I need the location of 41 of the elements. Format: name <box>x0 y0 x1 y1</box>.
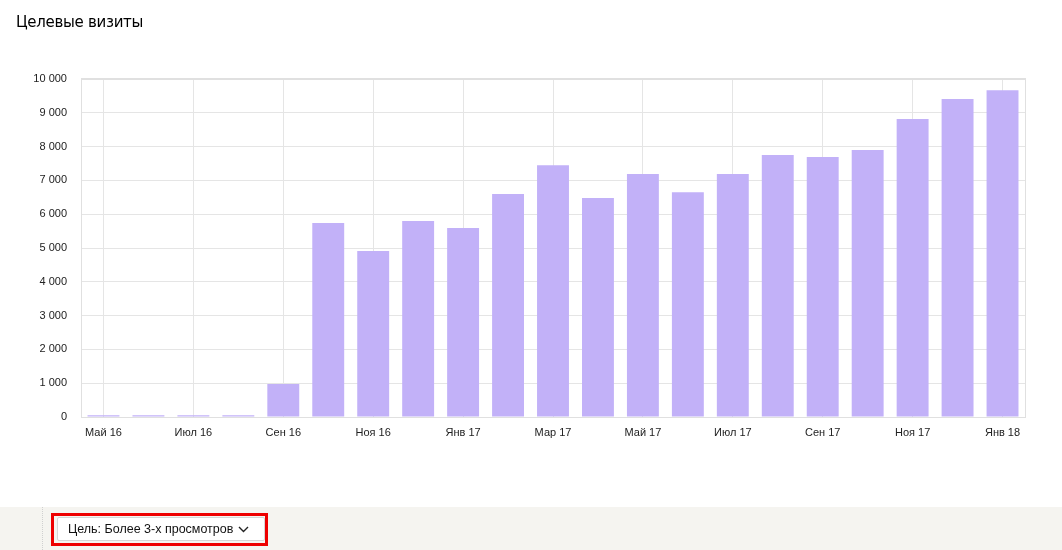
bar <box>851 149 884 417</box>
y-tick-label: 3 000 <box>39 308 67 321</box>
y-tick-label: 4 000 <box>39 274 67 287</box>
y-tick-label: 9 000 <box>39 105 67 118</box>
bar <box>357 251 390 417</box>
bar <box>267 383 300 417</box>
bar <box>402 220 435 417</box>
bar <box>447 228 480 417</box>
bar <box>896 118 929 417</box>
x-tick-label: Янв 18 <box>984 425 1021 438</box>
bar <box>626 173 659 417</box>
x-tick-label: Ноя 17 <box>894 425 931 438</box>
y-tick-label: 1 000 <box>39 376 67 389</box>
y-tick-label: 10 000 <box>33 72 67 85</box>
x-tick-label: Июл 16 <box>174 425 213 438</box>
bar <box>581 197 614 417</box>
x-tick-label: Сен 17 <box>805 425 841 438</box>
x-tick-label: Ноя 16 <box>355 425 391 438</box>
bar <box>312 222 345 417</box>
x-tick-label: Сен 16 <box>265 425 301 438</box>
y-tick-label: 7 000 <box>39 173 67 186</box>
bar <box>671 192 704 417</box>
x-tick-label: Май 16 <box>85 425 122 438</box>
y-tick-label: 6 000 <box>39 207 67 220</box>
y-tick-label: 5 000 <box>39 241 67 254</box>
goal-dropdown[interactable]: Цель: Более 3-х просмотров <box>57 517 265 541</box>
x-tick-label: Май 17 <box>624 425 662 438</box>
bar <box>986 90 1019 417</box>
x-tick-label: Мар 17 <box>534 425 572 438</box>
chart-title: Целевые визиты <box>16 13 144 31</box>
x-tick-label: Июл 17 <box>714 425 752 438</box>
bar <box>941 98 974 417</box>
bar <box>492 193 525 417</box>
y-tick-label: 0 <box>60 410 67 423</box>
bar <box>716 173 749 417</box>
y-tick-label: 8 000 <box>39 139 67 152</box>
x-tick-label: Янв 17 <box>445 425 481 438</box>
bar <box>761 155 794 417</box>
bar <box>806 157 839 417</box>
bar <box>537 165 569 417</box>
y-tick-label: 2 000 <box>39 342 67 355</box>
